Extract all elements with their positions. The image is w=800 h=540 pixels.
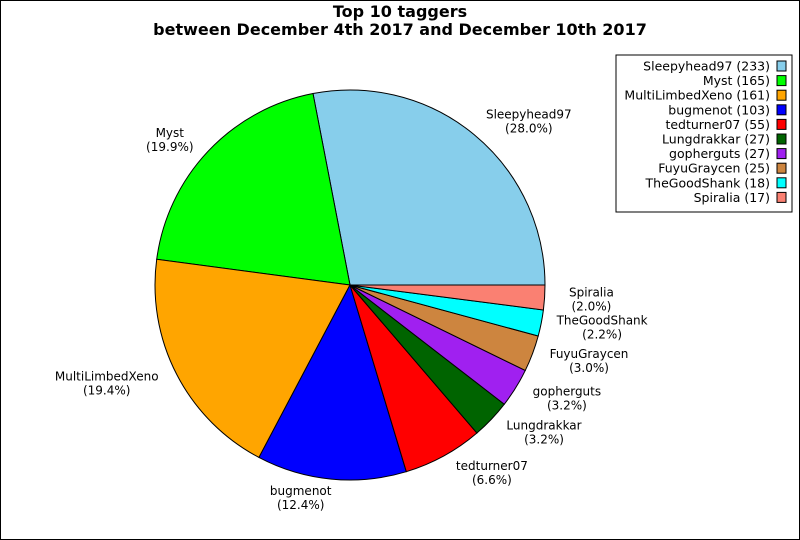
legend-label-myst: Myst (165): [703, 73, 770, 88]
legend-swatch-tedturner07: [776, 118, 787, 130]
legend-label-thegoodshank: TheGoodShank (18): [645, 175, 770, 190]
legend-swatch-sleepyhead97: [776, 60, 787, 72]
pie-slice-myst: [156, 92, 351, 286]
legend-label-multilimbedxeno: MultiLimbedXeno (161): [624, 88, 770, 103]
slice-labels: Sleepyhead97 (28.0%) Myst (19.9%) MultiLimbe…: [55, 108, 648, 512]
slice-label-bugmenot: bugmenot (12.4%): [270, 484, 332, 512]
legend-swatch-fuyugraycen: [776, 162, 787, 174]
slice-label-myst: Myst (19.9%): [146, 126, 193, 154]
legend-label-bugmenot: bugmenot (103): [668, 102, 770, 117]
legend-box: [615, 54, 793, 213]
legend-swatch-thegoodshank: [776, 177, 787, 189]
legend-swatch-spiralia: [776, 191, 787, 203]
slice-label-gopherguts: gopherguts (3.2%): [533, 384, 601, 412]
legend-label-spiralia: Spiralia (17): [694, 190, 770, 205]
pie-slice-bugmenot: [258, 283, 407, 481]
pie-slices: [154, 89, 546, 481]
chart-title-line-1: Top 10 taggers: [333, 2, 467, 21]
legend-swatch-myst: [776, 75, 787, 87]
legend-label-sleepyhead97: Sleepyhead97 (233): [643, 59, 770, 74]
slice-label-tedturner07: tedturner07 (6.6%): [456, 459, 528, 487]
legend-label-fuyugraycen: FuyuGraycen (25): [658, 161, 770, 176]
legend-swatch-lungdrakkar: [776, 133, 787, 145]
slice-label-sleepyhead97: Sleepyhead97 (28.0%): [486, 108, 572, 136]
slice-label-lungdrakkar: Lungdrakkar (3.2%): [506, 419, 581, 447]
chart-title-line-2: between December 4th 2017 and December 1…: [153, 20, 647, 39]
slice-label-thegoodshank: TheGoodShank (2.2%): [556, 314, 648, 342]
legend-swatch-gopherguts: [776, 148, 787, 160]
legend: Sleepyhead97 (233)Myst (165)MultiLimbedX…: [615, 54, 793, 213]
slice-label-spiralia: Spiralia (2.0%): [569, 286, 614, 314]
legend-label-lungdrakkar: Lungdrakkar (27): [662, 132, 770, 147]
pie-slice-sleepyhead97: [312, 89, 546, 286]
legend-swatch-multilimbedxeno: [776, 89, 787, 101]
pie-slice-spiralia: [349, 284, 546, 311]
legend-swatch-bugmenot: [776, 104, 787, 116]
legend-label-tedturner07: tedturner07 (55): [665, 117, 770, 132]
pie-slice-multilimbedxeno: [154, 258, 351, 459]
legend-label-gopherguts: gopherguts (27): [669, 146, 770, 161]
slice-label-fuyugraycen: FuyuGraycen (3.0%): [550, 347, 629, 375]
slice-label-multilimbedxeno: MultiLimbedXeno (19.4%): [55, 370, 159, 398]
